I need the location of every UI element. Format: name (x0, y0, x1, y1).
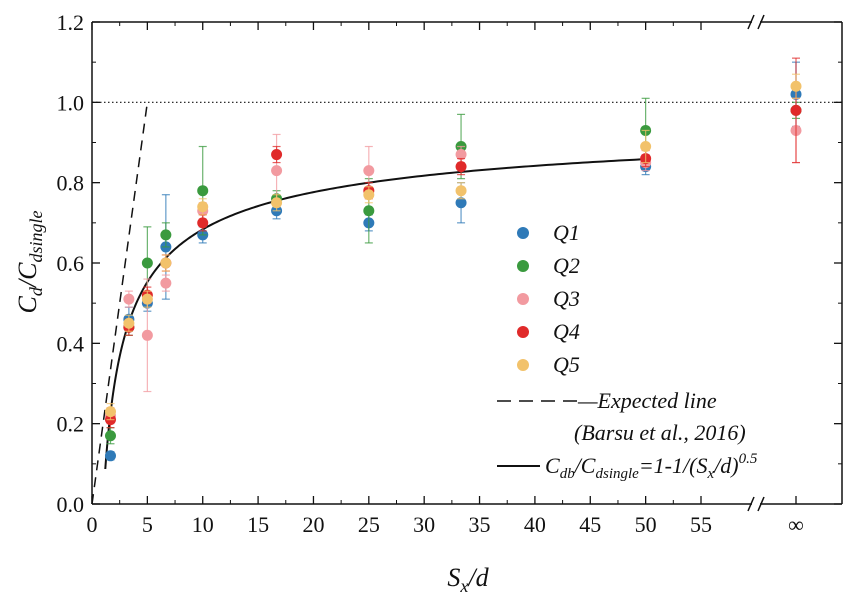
x-tick-label-infinity: ∞ (788, 512, 804, 537)
data-point (640, 141, 652, 153)
data-point (141, 293, 153, 305)
axis-break-mark (757, 14, 765, 30)
data-point (104, 430, 116, 442)
y-axis-label: Cd/Cdsingle (13, 211, 46, 314)
x-tick-label: 35 (469, 512, 491, 537)
data-point (790, 104, 802, 116)
legend-label-q1: Q1 (553, 220, 580, 245)
data-point (104, 406, 116, 418)
legend-expected-entry: —Expected line (Barsu et al., 2016) (497, 388, 746, 445)
data-point (363, 205, 375, 217)
data-point (271, 149, 283, 161)
y-tick-label: 0.4 (57, 331, 85, 356)
series-q3 (104, 97, 802, 425)
x-tick-label: 0 (87, 512, 98, 537)
x-axis-label: Sx/d (447, 563, 489, 596)
series-q5 (104, 73, 802, 421)
data-point (790, 80, 802, 92)
legend-expected-label: —Expected line (577, 388, 717, 413)
data-point (455, 149, 467, 161)
legend-fit-entry: Cdb/Cdsingle=1-1/(Sx/d)0.5 (497, 451, 758, 482)
x-tick-label: 30 (413, 512, 435, 537)
legend-marker-q1 (517, 227, 529, 239)
x-tick-label: 20 (302, 512, 324, 537)
legend-marker-q2 (517, 260, 529, 272)
legend-label-q2: Q2 (553, 253, 580, 278)
data-point (455, 161, 467, 173)
y-tick-label: 1.2 (57, 10, 85, 35)
data-point (271, 197, 283, 209)
legend-label-q5: Q5 (553, 352, 580, 377)
expected-line (91, 102, 149, 505)
data-point (141, 257, 153, 269)
y-tick-label: 0.8 (57, 171, 85, 196)
data-point (271, 165, 283, 177)
x-tick-label: 5 (142, 512, 153, 537)
y-tick-label: 1.0 (57, 90, 85, 115)
legend-marker-q4 (517, 326, 529, 338)
axis-break-mark (747, 14, 755, 30)
data-point (197, 185, 209, 197)
series-q4 (104, 57, 802, 429)
data-points (104, 57, 802, 462)
fit-curve (104, 158, 646, 470)
x-tick-label: 25 (358, 512, 380, 537)
legend-label-q4: Q4 (553, 319, 580, 344)
data-point (197, 217, 209, 229)
x-tick-label: 15 (247, 512, 269, 537)
x-tick-label: 55 (690, 512, 712, 537)
data-point (123, 293, 135, 305)
y-tick-label: 0.6 (57, 251, 85, 276)
data-point (455, 185, 467, 197)
data-point (363, 189, 375, 201)
legend-marker-q5 (517, 359, 529, 371)
tick-labels: 0 5 10 15 20 25 30 35 40 45 50 55 ∞ 0.0 0.2 0.4 0.6 0.8 1.… (57, 10, 804, 537)
y-tick-label: 0.2 (57, 412, 85, 437)
legend-marker-q3 (517, 293, 529, 305)
legend-expected-citation: (Barsu et al., 2016) (574, 420, 746, 445)
reference-lines (91, 101, 842, 505)
data-point (363, 165, 375, 177)
axis-break-mark (747, 496, 755, 512)
x-tick-label: 50 (635, 512, 657, 537)
y-tick-label: 0.0 (57, 492, 85, 517)
data-point (160, 229, 172, 241)
legend-label-q3: Q3 (553, 286, 580, 311)
data-point (160, 257, 172, 269)
x-tick-label: 40 (524, 512, 546, 537)
data-point (197, 201, 209, 213)
legend-fit-label: Cdb/Cdsingle=1-1/(Sx/d)0.5 (545, 451, 758, 482)
data-point (455, 197, 467, 209)
data-point (160, 277, 172, 289)
x-tick-label: 45 (579, 512, 601, 537)
legend: Q1 Q2 Q3 Q4 Q5 (517, 220, 580, 377)
data-point (123, 317, 135, 329)
axis-break-mark (757, 496, 765, 512)
x-tick-label: 10 (192, 512, 214, 537)
data-point (141, 329, 153, 341)
data-point (104, 450, 116, 462)
